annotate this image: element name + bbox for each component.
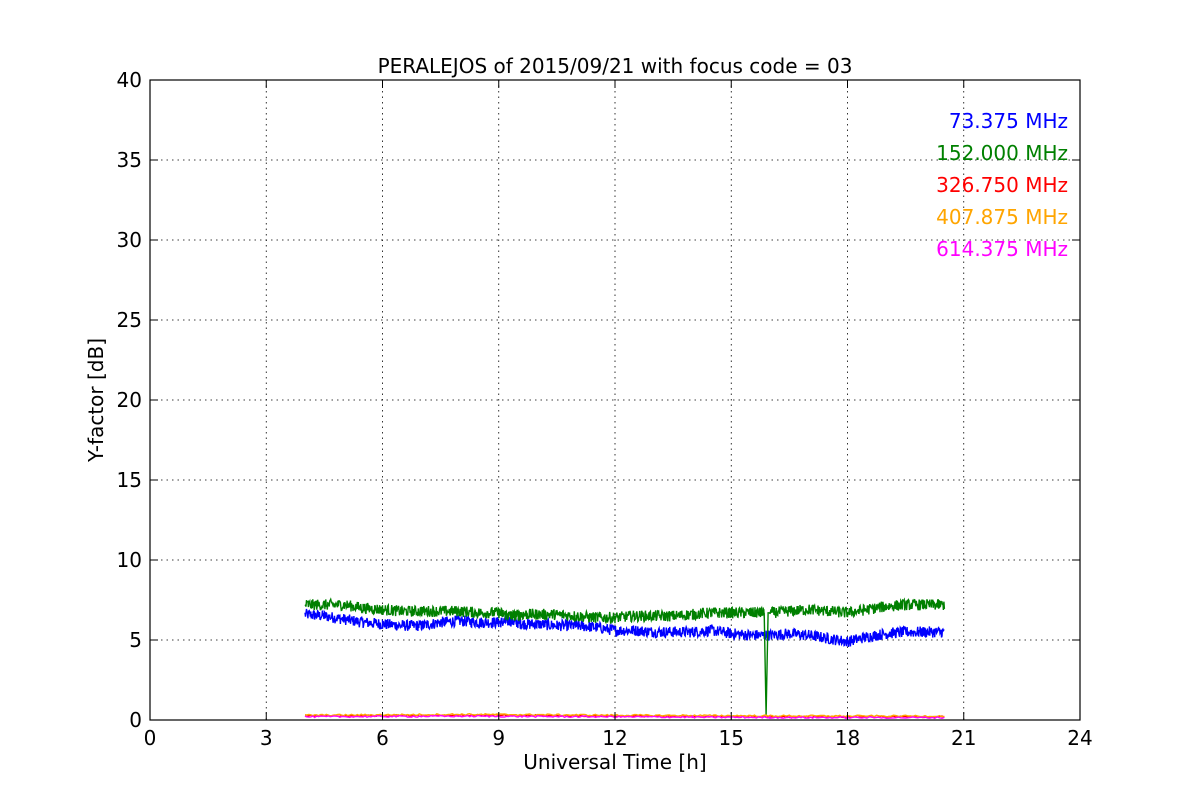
y-axis-label: Y-factor [dB] (84, 338, 108, 463)
x-tick-label: 9 (492, 726, 505, 750)
y-tick-label: 35 (117, 148, 142, 172)
x-tick-label: 24 (1067, 726, 1092, 750)
legend-label-1: 152.000 MHz (936, 141, 1068, 165)
y-tick-label: 10 (117, 548, 142, 572)
y-tick-label: 30 (117, 228, 142, 252)
legend: 73.375 MHz 152.000 MHz 326.750 MHz 407.875 … (936, 109, 1068, 261)
grid (150, 80, 1080, 720)
legend-label-0: 73.375 MHz (949, 109, 1068, 133)
legend-label-2: 326.750 MHz (936, 173, 1068, 197)
y-tick-label: 25 (117, 308, 142, 332)
legend-label-4: 614.375 MHz (936, 237, 1068, 261)
x-tick-label: 21 (951, 726, 976, 750)
y-tick-label: 15 (117, 468, 142, 492)
legend-label-3: 407.875 MHz (936, 205, 1068, 229)
y-tick-label: 40 (117, 68, 142, 92)
x-tick-label: 0 (144, 726, 157, 750)
y-tick-label: 0 (129, 708, 142, 732)
ticks: 0 3 6 9 12 15 18 21 24 0 5 10 15 20 25 30 35 40 (117, 68, 1093, 750)
y-tick-label: 20 (117, 388, 142, 412)
x-tick-label: 18 (835, 726, 860, 750)
x-tick-label: 15 (719, 726, 744, 750)
chart-title: PERALEJOS of 2015/09/21 with focus code … (378, 54, 853, 78)
x-axis-label: Universal Time [h] (523, 750, 706, 774)
series-line-0 (304, 608, 945, 647)
series-line-1 (304, 597, 946, 716)
x-tick-label: 3 (260, 726, 273, 750)
x-tick-label: 6 (376, 726, 389, 750)
x-tick-label: 12 (602, 726, 627, 750)
y-tick-label: 5 (129, 628, 142, 652)
